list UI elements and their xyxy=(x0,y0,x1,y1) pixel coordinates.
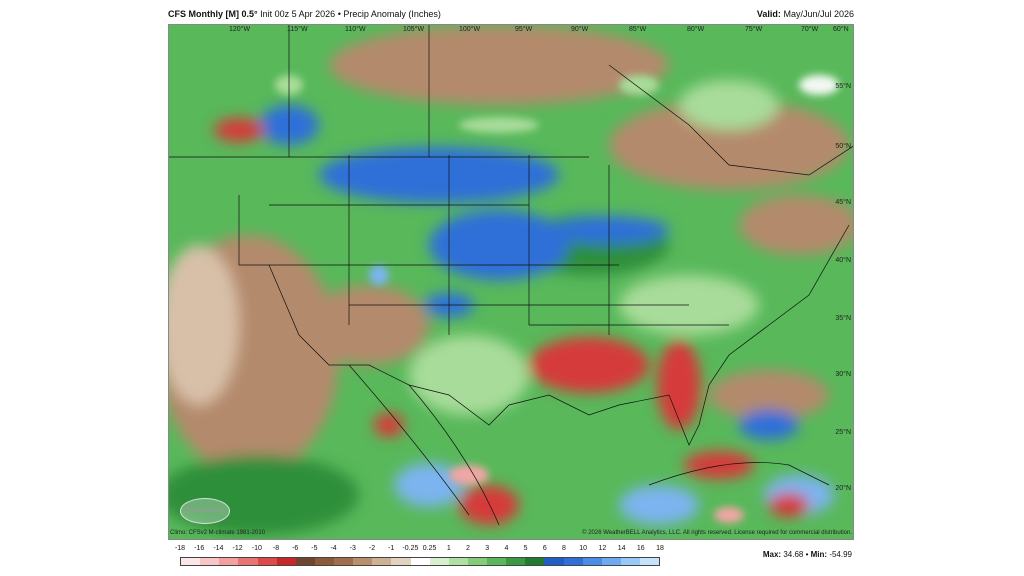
max-value: 34.68 xyxy=(783,550,804,559)
init-time: Init 00z 5 Apr 2026 xyxy=(260,9,336,19)
legend-color-swatch xyxy=(257,558,277,565)
legend-color-swatch xyxy=(601,558,621,565)
legend-tick-label: 16 xyxy=(636,545,645,552)
legend-tick-label: 14 xyxy=(617,545,626,552)
legend-color-swatch xyxy=(334,558,354,565)
legend-tick-label: 5 xyxy=(523,545,528,552)
legend-color-swatch xyxy=(276,558,296,565)
legend-color-swatch xyxy=(410,558,430,565)
legend-tick-label: -8 xyxy=(272,545,280,552)
legend-tick-label: -14 xyxy=(213,545,224,552)
legend-tick-label: 8 xyxy=(562,545,566,552)
valid-label: Valid: xyxy=(756,9,781,19)
lat-label: 30°N xyxy=(835,371,851,378)
stats-separator: • xyxy=(805,550,809,559)
precip-anomaly-map: 120°W 115°W 110°W 105°W 100°W 95°W 90°W … xyxy=(168,24,854,540)
lon-label: 85°W xyxy=(629,26,647,33)
lat-label: 50°N xyxy=(835,143,851,150)
legend-color-swatch xyxy=(563,558,583,565)
legend-ticks: -18 -16 -14 -12 -10 -8 -6 -5 -4 -3 -2 -1 -0.25 0.25 1 2… xyxy=(175,545,664,555)
model-name: CFS Monthly [M] 0.5° xyxy=(168,9,258,19)
legend-color-swatch xyxy=(582,558,602,565)
lon-label: 100°W xyxy=(459,26,481,33)
legend-tick-label: -18 xyxy=(174,545,186,552)
lon-label: 90°W xyxy=(571,26,589,33)
legend-color-swatch xyxy=(544,558,564,565)
legend-color-swatch xyxy=(487,558,507,565)
lat-label: 40°N xyxy=(835,257,851,264)
legend-color-swatch xyxy=(181,558,201,565)
legend-color-swatch xyxy=(620,558,640,565)
legend-tick-label: 12 xyxy=(598,545,607,552)
legend-color-swatch xyxy=(506,558,526,565)
lon-label: 110°W xyxy=(345,26,366,33)
map-header: CFS Monthly [M] 0.5° Init 00z 5 Apr 2026… xyxy=(168,9,854,23)
legend-tick-label: 1 xyxy=(446,545,451,552)
boundaries xyxy=(169,25,853,526)
lon-label: 95°W xyxy=(515,26,533,33)
lat-label: 45°N xyxy=(835,199,851,206)
legend-tick-label: 4 xyxy=(504,545,509,552)
lon-label: 75°W xyxy=(745,26,763,33)
legend-color-swatch xyxy=(391,558,411,565)
climo-credit: Climo: CFSv2 M-climate 1981-2010 xyxy=(170,530,266,536)
copyright-credit: © 2026 WeatherBELL Analytics, LLC. All r… xyxy=(582,530,852,536)
lat-label: 25°N xyxy=(835,429,851,436)
legend-color-swatch xyxy=(525,558,545,565)
legend-color-swatch xyxy=(314,558,334,565)
legend-tick-label: 10 xyxy=(579,545,588,552)
legend-color-swatch xyxy=(372,558,392,565)
valid-period: Valid: May/Jun/Jul 2026 xyxy=(757,9,854,19)
legend-tick-label: -3 xyxy=(349,545,356,552)
weatherbell-logo: WeatherBELL xyxy=(180,498,230,524)
legend-color-swatch xyxy=(353,558,373,565)
lat-label: 35°N xyxy=(835,315,851,322)
legend-tick-label: -1 xyxy=(388,545,395,552)
legend-tick-label: -12 xyxy=(232,545,243,552)
min-label: Min: xyxy=(810,550,828,559)
legend-color-swatch xyxy=(295,558,315,565)
max-min-stats: Max: 34.68 • Min: -54.99 xyxy=(763,550,852,559)
legend-color-swatch xyxy=(238,558,258,565)
lon-label: 70°W xyxy=(801,26,819,33)
min-value: -54.99 xyxy=(829,550,852,559)
legend-tick-label: -5 xyxy=(311,545,318,552)
legend-tick-label: -16 xyxy=(194,545,205,552)
legend-tick-label: 2 xyxy=(466,545,470,552)
valid-value: May/Jun/Jul 2026 xyxy=(783,9,854,19)
legend-tick-label: 6 xyxy=(542,545,547,552)
lon-label: 115°W xyxy=(287,26,308,33)
legend-colorbar xyxy=(180,557,660,566)
legend-tick-label: -6 xyxy=(292,545,299,552)
map-svg xyxy=(169,25,853,539)
legend-tick-label: -2 xyxy=(368,545,376,552)
legend-tick-label: 18 xyxy=(656,545,664,552)
title-separator: • xyxy=(337,9,341,19)
map-title: CFS Monthly [M] 0.5° Init 00z 5 Apr 2026… xyxy=(168,9,441,19)
lon-label: 60°N xyxy=(833,26,849,33)
legend-color-swatch xyxy=(200,558,220,565)
legend-color-swatch xyxy=(640,558,660,565)
lat-label: 20°N xyxy=(835,485,851,492)
legend-tick-label: 0.25 xyxy=(422,545,437,552)
legend-tick-label: -4 xyxy=(330,545,337,552)
lat-label: 55°N xyxy=(835,83,851,90)
lon-label: 105°W xyxy=(403,26,425,33)
legend-tick-label: 3 xyxy=(485,545,490,552)
max-label: Max: xyxy=(762,550,782,559)
lon-label: 120°W xyxy=(229,26,251,33)
legend-color-swatch xyxy=(467,558,487,565)
field-name: Precip Anomaly (Inches) xyxy=(343,9,441,19)
legend-color-swatch xyxy=(429,558,449,565)
legend-color-swatch xyxy=(448,558,468,565)
legend-tick-label: -10 xyxy=(251,545,262,552)
legend-color-swatch xyxy=(219,558,239,565)
lon-label: 80°W xyxy=(687,26,705,33)
legend-tick-label: -0.25 xyxy=(402,545,419,552)
